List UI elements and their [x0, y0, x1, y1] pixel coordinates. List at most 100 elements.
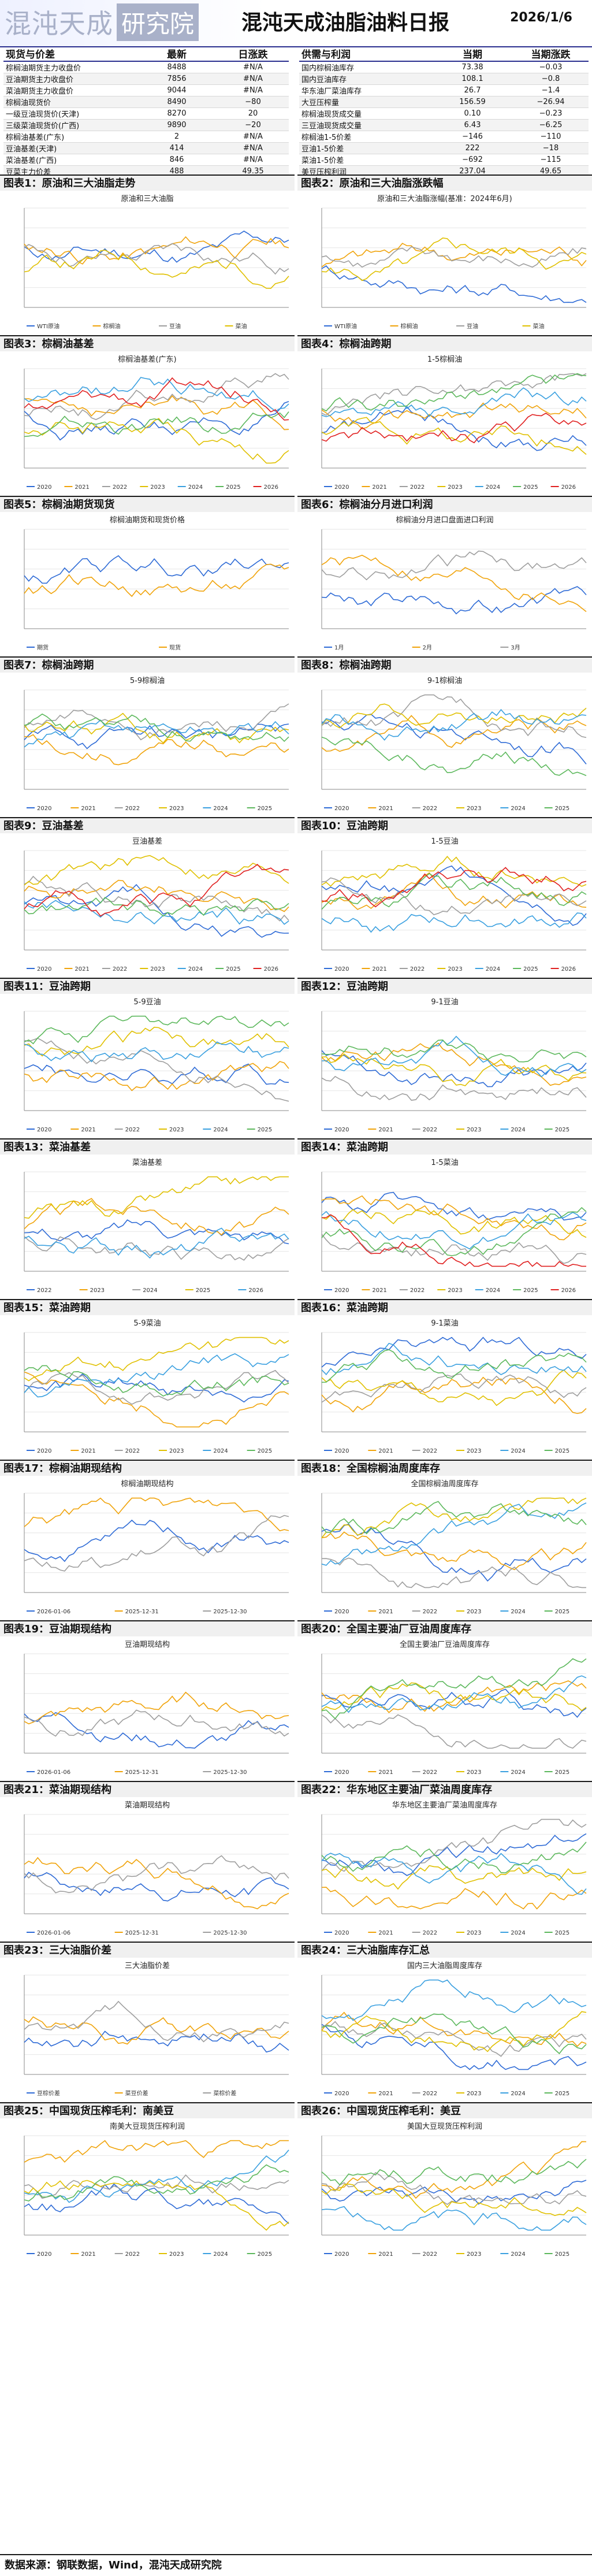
legend-label: 棕榈油 [103, 322, 121, 330]
series-line [24, 2164, 289, 2202]
legend-label: 2025 [555, 1609, 569, 1615]
chart-svg: 国内三大油脂周度库存 2020 2021 2022 2023 2024 2025 [321, 1961, 587, 2097]
series-line [24, 1872, 289, 1902]
legend-label: 2022 [125, 2251, 140, 2258]
legend-label: 2020 [334, 484, 349, 491]
figure-caption: 图表10：豆油跨期 [297, 817, 592, 833]
series-line [321, 1050, 587, 1087]
legend-label: 2024 [213, 806, 228, 812]
chart-title: 5-9豆油 [133, 998, 161, 1007]
series-line [24, 1855, 289, 1894]
chart-title: 豆油期现结构 [125, 1640, 170, 1649]
figure-caption: 图表8：棕榈油跨期 [297, 656, 592, 673]
series-line [24, 734, 289, 766]
legend-label: 2021 [81, 1127, 95, 1133]
figure-caption: 图表3：棕榈油基差 [0, 335, 295, 351]
chart-panel: 9-1豆油 2020 2021 2022 2023 2024 2025 [297, 994, 592, 1138]
legend-label: 2022 [410, 1287, 425, 1294]
legend-label: 2026 [264, 484, 278, 491]
chart-title: 豆油基差 [132, 837, 162, 846]
chart-panel: 全国棕榈油周度库存 2020 2021 2022 2023 2024 2025 [297, 1476, 592, 1620]
series-line [24, 1365, 289, 1397]
chart-panel: 棕榈油基差(广东) 2020 2021 2022 2023 2024 2025 2026 [0, 351, 295, 496]
series-line [321, 2141, 587, 2199]
figure-row: 图表19：豆油期现结构 豆油期现结构 2026-01-06 2025-12-31 202… [0, 1620, 592, 1781]
chart-title: 5-9菜油 [133, 1319, 161, 1328]
table-row: 国内豆油库存 108.1 −0.8 [299, 73, 589, 85]
series-line [24, 395, 289, 430]
legend-label: 2020 [334, 1769, 349, 1776]
series-line [24, 712, 289, 744]
chart-title: 全国棕榈油周度库存 [411, 1479, 478, 1489]
legend-label: 现货 [169, 644, 181, 651]
cell-value: −80 [217, 96, 289, 108]
chart-panel: 5-9菜油 2020 2021 2022 2023 2024 2025 [0, 1315, 295, 1460]
cell-value: 6.43 [432, 119, 513, 131]
legend-label: 2026 [561, 484, 576, 491]
legend-label: 2023 [150, 484, 165, 491]
legend-label: 2021 [372, 966, 386, 973]
legend-label: 2021 [81, 806, 95, 812]
legend-label: 2024 [511, 1930, 525, 1936]
report-date: 2026/1/6 [510, 10, 572, 25]
chart-title: 棕榈油基差(广东) [118, 355, 176, 364]
row-label: 三级菜油现货价(广西) [3, 119, 136, 131]
chart-panel: 国内三大油脂周度库存 2020 2021 2022 2023 2024 2025 [297, 1958, 592, 2102]
chart-title: 棕榈油分月进口盘面进口利润 [396, 515, 493, 525]
figure-caption: 图表22：华东地区主要油厂菜油周度库存 [297, 1781, 592, 1797]
chart-svg: 1-5菜油 2020 2021 2022 2023 2024 2025 2026 [321, 1159, 587, 1294]
series-line [321, 1042, 587, 1086]
row-label: 棕榈油1-5价差 [299, 131, 432, 143]
series-line [321, 1675, 587, 1713]
series-line [321, 373, 587, 412]
series-line [321, 243, 587, 268]
legend-label: 2024 [188, 966, 203, 973]
legend-label: 2022 [113, 966, 127, 973]
legend-label: 豆油 [169, 322, 181, 330]
legend-label: 2023 [169, 806, 184, 812]
cell-value: 9890 [136, 119, 217, 131]
legend-label: 2022 [410, 484, 425, 491]
legend-label: 2022 [423, 1769, 437, 1776]
figure-caption: 图表15：菜油跨期 [0, 1299, 295, 1315]
legend-label: 2020 [37, 1127, 51, 1133]
chart-panel: 原油和三大油脂 WTI原油 棕榈油 豆油 菜油 [0, 191, 295, 335]
table-row: 菜油期货主力收盘价 9044 #N/A [3, 84, 289, 96]
legend-label: 2023 [467, 1769, 481, 1776]
row-label: 一级豆油现货价(天津) [3, 107, 136, 120]
chart-svg: 原油和三大油脂涨幅(基准：2024年6月) WTI原油 棕榈油 豆油 菜油 [321, 195, 587, 330]
figure-caption: 图表13：菜油基差 [0, 1138, 295, 1155]
figure-caption: 图表18：全国棕榈油周度库存 [297, 1460, 592, 1476]
legend-label: 2020 [334, 1127, 349, 1133]
column-header: 供需与利润 [299, 46, 432, 62]
legend-label: 2022 [423, 806, 437, 812]
table-row: 豆油1-5价差 222 −18 [299, 142, 589, 154]
series-line [24, 1691, 289, 1725]
legend-label: 2025-12-30 [213, 1930, 247, 1936]
legend-label: WTI原油 [37, 322, 59, 330]
series-line [321, 413, 587, 444]
legend-label: 2022 [423, 2091, 437, 2097]
series-line [24, 231, 289, 263]
data-source-footer: 数据来源：钢联数据，Wind，混沌天成研究院 [0, 2554, 592, 2575]
cell-value: −26.94 [513, 96, 589, 108]
row-label: 棕榈油基差(广东) [3, 131, 136, 143]
table-row: 大豆压榨量 156.59 −26.94 [299, 96, 589, 108]
cell-value: −6.25 [513, 119, 589, 131]
legend-label: 1月 [334, 644, 344, 651]
chart-panel: 全国主要油厂豆油周度库存 2020 2021 2022 2023 2024 2025 [297, 1636, 592, 1781]
legend-label: 2020 [334, 1448, 349, 1454]
figure-caption: 图表16：菜油跨期 [297, 1299, 592, 1315]
legend-label: 2020 [334, 1287, 349, 1294]
chart-title: 1-5棕榈油 [427, 355, 462, 364]
column-header: 现货与价差 [3, 46, 136, 62]
figure-row: 图表25：中国现货压榨毛利：南美豆 南美大豆现货压榨利润 2020 2021 2022 2… [0, 2102, 592, 2263]
figure-caption: 图表2：原油和三大油脂涨跌幅 [297, 175, 592, 191]
chart-svg: 菜油期现结构 2026-01-06 2025-12-31 2025-12-30 [24, 1801, 289, 1936]
legend-label: 2022 [125, 1448, 140, 1454]
series-line [321, 1502, 587, 1566]
series-line [24, 377, 289, 412]
figure-caption: 图表24：三大油脂库存汇总 [297, 1942, 592, 1958]
legend-label: 棕榈油 [401, 322, 418, 330]
